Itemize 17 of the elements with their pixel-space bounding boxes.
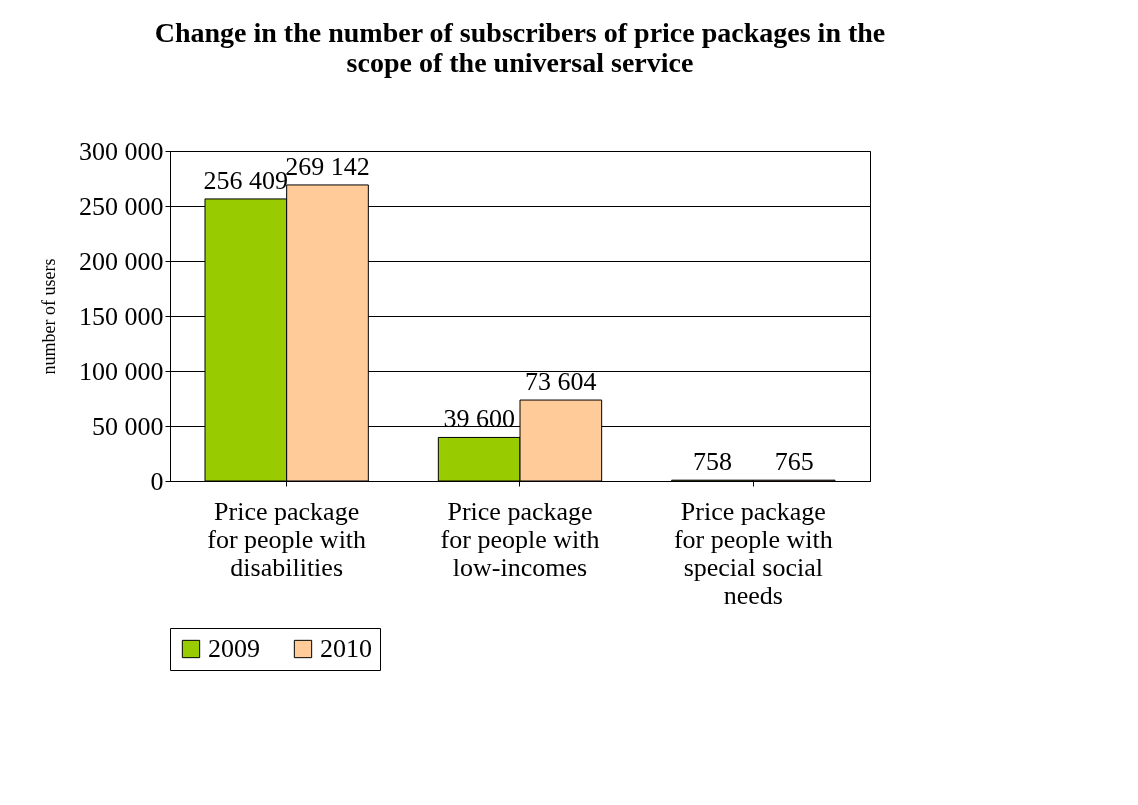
- legend-label: 2010: [320, 634, 372, 663]
- x-tick-label: Price package for people with low-incomes: [440, 496, 600, 582]
- y-tick-label: 100 000: [79, 356, 164, 386]
- x-tick-label: Price package for people with disabilities: [207, 496, 367, 582]
- chart-title: Change in the number of subscribers of price packages in the scope of the universal service: [154, 17, 886, 78]
- y-tick-label: 250 000: [79, 191, 164, 221]
- y-tick-label: 50 000: [92, 411, 164, 441]
- y-tick-label: 150 000: [79, 301, 164, 331]
- data-label: 758: [693, 447, 732, 477]
- data-label: 73 604: [525, 367, 597, 397]
- y-tick-label: 0: [150, 466, 164, 496]
- legend-label: 2009: [208, 634, 260, 663]
- y-tick-label: 200 000: [79, 246, 164, 276]
- y-axis-title: number of users: [39, 258, 59, 375]
- y-tick-label: 300 000: [79, 136, 164, 166]
- x-tick-label: Price package for people with special social needs: [673, 496, 833, 610]
- data-label: 765: [774, 447, 814, 477]
